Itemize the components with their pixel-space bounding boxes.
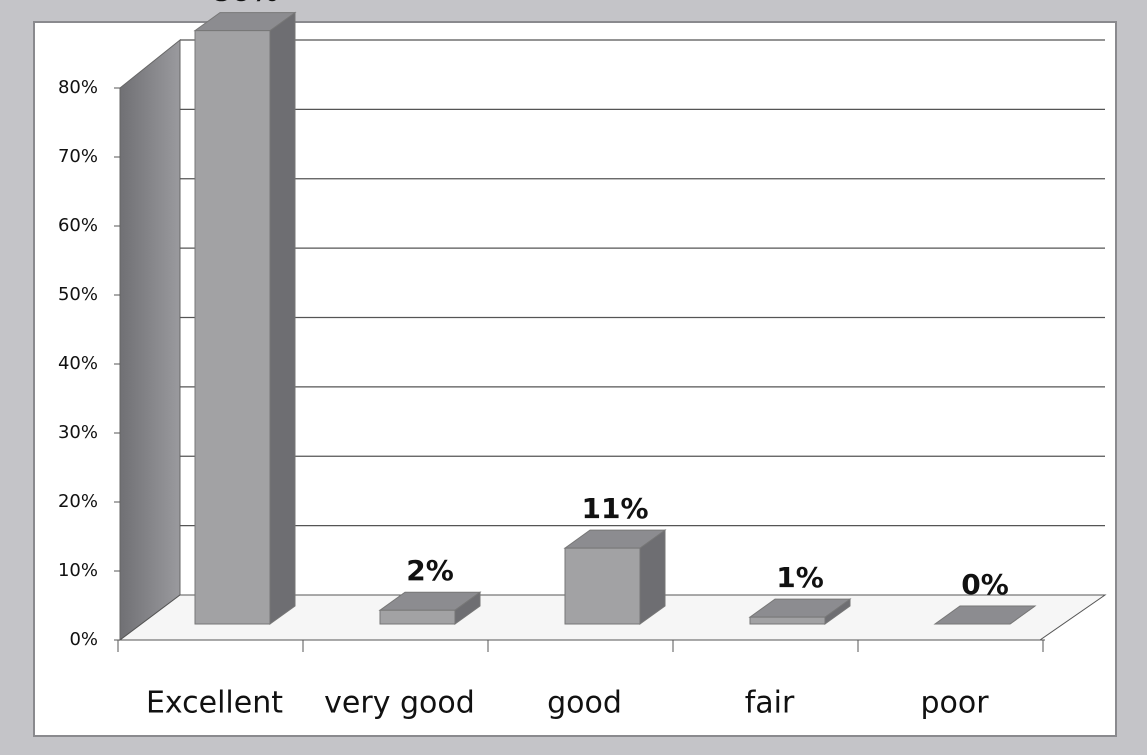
y-tick-label: 60% (58, 215, 98, 236)
x-tick-label: Excellent (146, 686, 283, 721)
bar (933, 605, 1037, 625)
value-label: 2% (406, 554, 454, 587)
value-label: 11% (581, 492, 648, 525)
x-tick-label: good (547, 686, 622, 721)
bar-face (564, 547, 641, 625)
y-tick-label: 20% (58, 491, 98, 512)
bar-face (933, 605, 1037, 625)
bar (378, 591, 482, 625)
x-tick-label: poor (920, 686, 989, 721)
y-tick-label: 40% (58, 353, 98, 374)
x-tick-label: fair (745, 686, 795, 721)
value-label: 1% (776, 561, 824, 594)
bar (563, 529, 667, 625)
side-wall (119, 38, 181, 641)
bar-face (269, 11, 296, 625)
y-tick-label: 30% (58, 422, 98, 443)
bar (193, 11, 297, 625)
bar-face (379, 609, 456, 625)
bar-face (194, 30, 271, 625)
x-tick-label: very good (324, 686, 475, 721)
y-tick-label: 50% (58, 284, 98, 305)
bar-face (749, 616, 826, 625)
value-label: 0% (961, 568, 1009, 601)
y-tick-label: 10% (58, 560, 98, 581)
y-tick-label: 70% (58, 146, 98, 167)
y-tick-label: 0% (69, 629, 98, 650)
value-label: 86% (211, 0, 278, 8)
y-tick-label: 80% (58, 77, 98, 98)
bar (748, 598, 852, 625)
